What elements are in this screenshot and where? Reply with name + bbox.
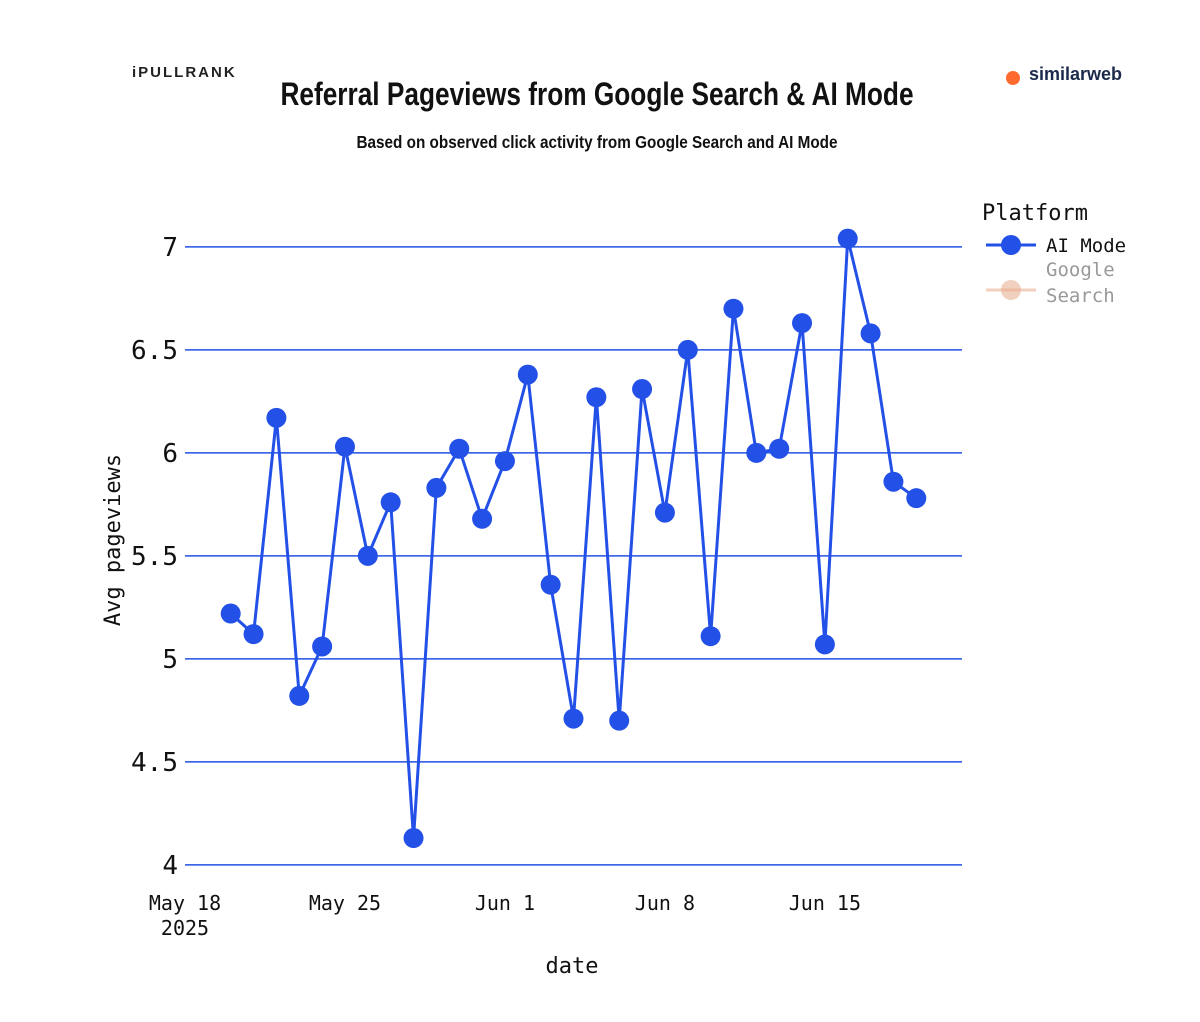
y-tick-label: 6.5 — [131, 336, 178, 366]
data-point — [403, 828, 424, 849]
x-axis-title: date — [546, 954, 599, 979]
y-tick-label: 6 — [162, 439, 178, 469]
data-point — [677, 339, 698, 360]
data-point — [700, 626, 721, 647]
data-point — [517, 364, 538, 385]
legend-label: AI Mode — [1046, 235, 1126, 257]
data-point — [769, 438, 790, 459]
data-point — [609, 710, 630, 731]
logo-icon — [1006, 71, 1020, 85]
y-tick-label: 5 — [162, 645, 178, 675]
data-point — [860, 323, 881, 344]
data-point — [906, 488, 927, 509]
series-line — [229, 238, 918, 839]
data-point — [814, 634, 835, 655]
y-tick-label: 5.5 — [131, 542, 178, 572]
x-tick-label: Jun 8 — [635, 891, 695, 915]
data-point — [472, 508, 493, 529]
legend-marker — [1001, 280, 1021, 300]
x-tick-label: Jun 15 — [789, 891, 861, 915]
data-point — [746, 442, 767, 463]
data-point — [883, 471, 904, 492]
data-point — [312, 636, 333, 657]
legend-marker — [1001, 235, 1021, 255]
data-point — [632, 379, 653, 400]
legend-title: Platform — [982, 201, 1088, 226]
x-tick-label: Jun 1 — [475, 891, 535, 915]
data-point — [494, 451, 515, 472]
data-point — [449, 438, 470, 459]
logo-right: similarweb — [1029, 64, 1122, 84]
data-point — [540, 574, 561, 595]
y-tick-label: 4 — [162, 851, 178, 881]
data-point — [380, 492, 401, 513]
chart-title: Referral Pageviews from Google Search & … — [280, 78, 913, 113]
data-point — [837, 228, 858, 249]
data-point — [334, 436, 355, 457]
logo-left: iPULLRANK — [132, 64, 237, 81]
y-tick-label: 7 — [162, 233, 178, 263]
x-tick-label: May 18 2025 — [149, 891, 221, 940]
data-point — [289, 685, 310, 706]
chart-subtitle: Based on observed click activity from Go… — [356, 132, 837, 152]
data-point — [586, 387, 607, 408]
data-point — [792, 313, 813, 334]
data-point — [723, 298, 744, 319]
y-tick-label: 4.5 — [131, 748, 178, 778]
data-point — [357, 545, 378, 566]
data-point — [563, 708, 584, 729]
data-point — [654, 502, 675, 523]
x-tick-label: May 25 — [309, 891, 381, 915]
data-point — [243, 624, 264, 645]
y-axis-title: Avg pageviews — [101, 454, 126, 626]
data-point — [266, 407, 287, 428]
data-point — [426, 477, 447, 498]
data-point — [220, 603, 241, 624]
legend-label: Google Search — [1046, 259, 1115, 307]
